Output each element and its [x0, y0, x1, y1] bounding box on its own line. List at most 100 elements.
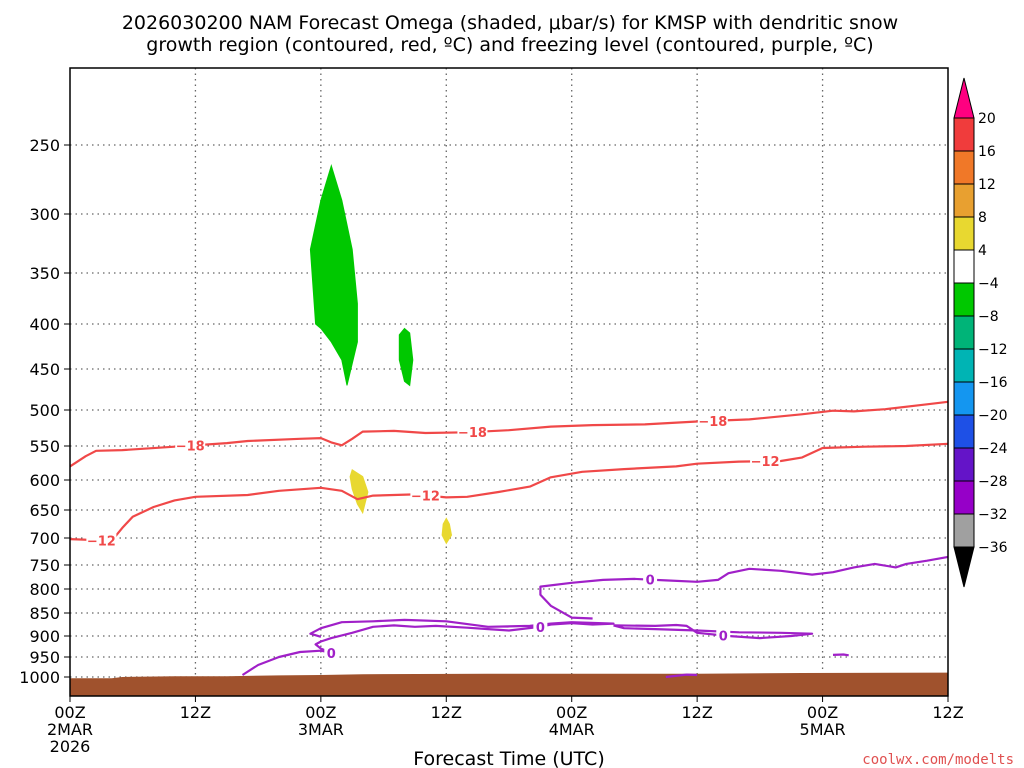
colorbar-box-13: [953, 513, 975, 548]
omega-region-3: [441, 517, 453, 545]
y-tick-label-1000: 1000: [19, 668, 60, 687]
colorbar-box-6: [953, 282, 975, 317]
colorbar-label-5: −4: [978, 276, 999, 292]
colorbar-label-0: 20: [978, 111, 996, 127]
y-tick-label-950: 950: [29, 648, 60, 667]
contour-label-bg-freezing_1-0: [324, 644, 339, 660]
y-tick-label-250: 250: [29, 136, 60, 155]
colorbar-box-9: [953, 381, 975, 416]
x-tick-date-6: 5MAR: [800, 720, 846, 739]
colorbar-box-8: [953, 348, 975, 383]
x-tick-label-3: 12Z: [431, 703, 462, 722]
colorbar-box-3: [953, 183, 975, 218]
colorbar-label-13: −36: [978, 540, 1008, 556]
y-tick-label-300: 300: [29, 205, 60, 224]
contour-label-bg-freezing_3-0: [716, 627, 731, 643]
colorbar-label-6: −8: [978, 309, 999, 325]
contour-label-bg-dgz_upper-0: [175, 437, 206, 453]
contour-label-freezing_1-1: 0: [536, 621, 545, 636]
chart-title-line2: growth region (contoured, red, ºC) and f…: [146, 34, 873, 56]
x-tick-year-0: 2026: [50, 737, 91, 756]
contour-label-dgz_lower-1: −12: [411, 489, 440, 504]
y-tick-label-850: 850: [29, 604, 60, 623]
x-tick-label-7: 12Z: [932, 703, 963, 722]
contour-label-dgz_lower-0: −12: [87, 534, 116, 549]
y-tick-label-550: 550: [29, 437, 60, 456]
contour-label-bg-dgz_lower-1: [410, 487, 441, 503]
colorbar-box-11: [953, 447, 975, 482]
y-tick-label-600: 600: [29, 471, 60, 490]
colorbar-label-2: 12: [978, 177, 996, 193]
x-axis-label: Forecast Time (UTC): [413, 748, 604, 768]
contour-freezing_3: [613, 623, 814, 640]
omega-region-1: [398, 327, 414, 387]
colorbar-label-4: 4: [978, 243, 987, 259]
y-tick-label-650: 650: [29, 501, 60, 520]
contours: −18 −18 −18 −12 −12 −12 0 0 0 0: [69, 400, 949, 679]
colorbar-label-7: −12: [978, 342, 1008, 358]
y-tick-label-450: 450: [29, 360, 60, 379]
y-tick-label-800: 800: [29, 580, 60, 599]
colorbar-box-2: [953, 150, 975, 185]
contour-freezing_4: [665, 673, 698, 679]
terrain-fill: [70, 672, 948, 696]
colorbar-box-10: [953, 414, 975, 449]
colorbar-box-4: [953, 216, 975, 251]
contour-label-bg-dgz_lower-2: [750, 453, 781, 469]
colorbar: 20 16 12 8 4 −4 −8 −12 −16 −20 −24 −28 −32 −36: [953, 77, 1008, 588]
plot-area: −18 −18 −18 −12 −12 −12 0 0 0 0: [69, 67, 949, 697]
plot-frame: [69, 67, 949, 697]
colorbar-label-11: −28: [978, 474, 1008, 490]
colorbar-label-3: 8: [978, 210, 987, 226]
y-tick-label-400: 400: [29, 315, 60, 334]
x-tick-label-0: 00Z: [54, 703, 85, 722]
x-tick-label-6: 00Z: [807, 703, 838, 722]
contour-label-bg-dgz_upper-1: [457, 424, 488, 440]
chart-title-line1: 2026030200 NAM Forecast Omega (shaded, μ…: [122, 12, 898, 34]
colorbar-box-7: [953, 315, 975, 350]
y-tick-label-900: 900: [29, 627, 60, 646]
contour-label-dgz_lower-2: −12: [751, 455, 780, 470]
contour-label-dgz_upper-0: −18: [176, 440, 205, 455]
omega-region-2: [349, 469, 369, 515]
colorbar-label-1: 16: [978, 144, 996, 160]
contour-label-freezing_2-0: 0: [646, 574, 655, 589]
contour-label-bg-dgz_upper-2: [697, 412, 728, 428]
contour-freezing_5: [832, 653, 849, 657]
contour-label-freezing_1-0: 0: [327, 647, 336, 662]
contour-freezing_2: [539, 555, 949, 620]
contour-label-dgz_upper-1: −18: [458, 426, 487, 441]
x-tick-date-4: 4MAR: [549, 720, 595, 739]
x-tick-label-5: 12Z: [681, 703, 712, 722]
contour-label-dgz_upper-2: −18: [698, 415, 727, 430]
x-tick-date-0: 2MAR: [47, 720, 93, 739]
y-tick-label-750: 750: [29, 556, 60, 575]
x-tick-label-1: 12Z: [180, 703, 211, 722]
contour-label-bg-freezing_1-1: [533, 618, 548, 634]
x-tick-label-2: 00Z: [305, 703, 336, 722]
y-axis: 250 300 350 400 450 500 550 600 650 700 750 800 850 9…: [19, 136, 70, 687]
contour-label-freezing_3-0: 0: [719, 629, 728, 644]
y-tick-label-700: 700: [29, 529, 60, 548]
y-tick-label-350: 350: [29, 264, 60, 283]
terrain: [70, 672, 948, 696]
colorbar-label-9: −20: [978, 408, 1008, 424]
y-tick-label-500: 500: [29, 401, 60, 420]
omega-region-0: [309, 163, 358, 386]
omega-shading: [309, 163, 453, 545]
x-tick-date-2: 3MAR: [298, 720, 344, 739]
colorbar-box-5: [953, 249, 975, 284]
contour-label-bg-freezing_2-0: [643, 571, 658, 587]
colorbar-box-1: [953, 117, 975, 152]
colorbar-label-12: −32: [978, 507, 1008, 523]
x-tick-label-4: 00Z: [556, 703, 587, 722]
colorbar-label-8: −16: [978, 375, 1008, 391]
colorbar-box-12: [953, 480, 975, 515]
credit-text: coolwx.com/modelts: [862, 752, 1014, 768]
colorbar-label-10: −24: [978, 441, 1008, 457]
contour-label-bg-dgz_lower-0: [86, 532, 117, 548]
colorbar-bottom-triangle: [953, 546, 975, 588]
